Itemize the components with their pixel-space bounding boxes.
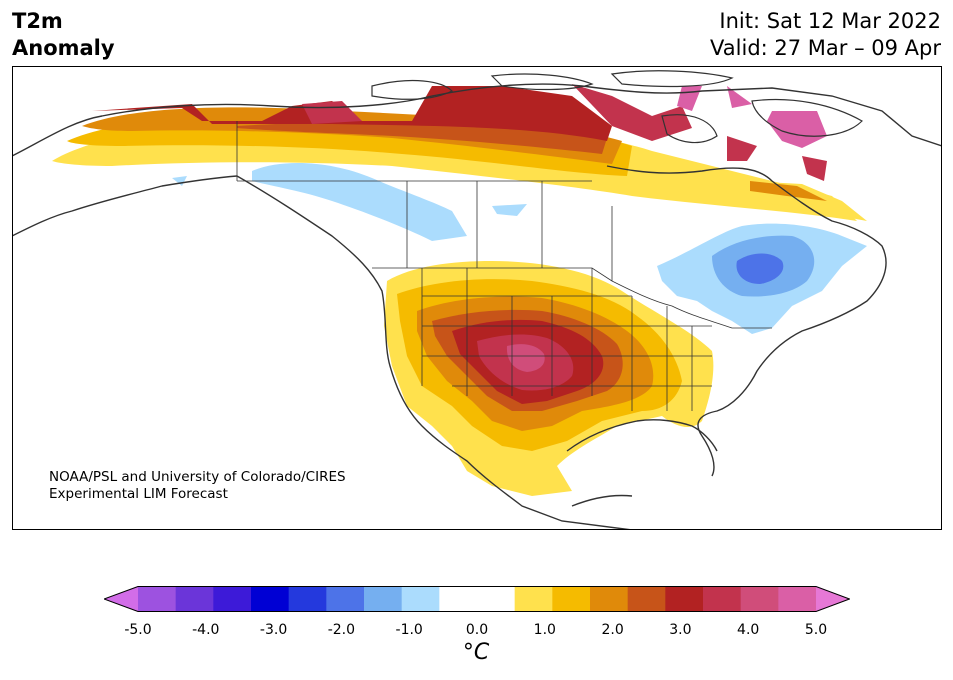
forecast-dates: Init: Sat 12 Mar 2022 Valid: 27 Mar – 09… — [710, 8, 941, 62]
arctic-islands — [371, 70, 863, 144]
colorbar — [104, 586, 850, 612]
colorbar-tick-label: 0.0 — [465, 622, 489, 638]
colorbar-tick-label: 1.0 — [533, 622, 556, 638]
colorbar-segment — [665, 586, 704, 612]
northern-canada-warm-band — [52, 84, 867, 221]
western-canada-cool-anomaly — [172, 162, 527, 241]
colorbar-ticks: -5.0 -4.0 -3.0 -2.0 -1.0 0.0 1.0 2.0 3.0 4.0 5.0 — [0, 622, 953, 642]
eastern-canada-cool-anomaly — [657, 223, 867, 334]
colorbar-segment — [288, 586, 327, 612]
borders — [236, 121, 772, 411]
map-title: T2m Anomaly — [12, 8, 115, 62]
colorbar-tick-label: -3.0 — [259, 622, 288, 638]
colorbar-tick-label: -1.0 — [395, 622, 423, 638]
colorbar-segment — [740, 586, 779, 612]
colorbar-tick-label: -4.0 — [192, 622, 220, 638]
colorbar-segment — [590, 586, 629, 612]
colorbar-extend-high — [816, 586, 850, 612]
colorbar-tick-label: -5.0 — [124, 622, 152, 638]
colorbar-segment — [138, 586, 177, 612]
coastlines — [12, 83, 942, 530]
colorbar-segment — [251, 586, 290, 612]
colorbar-segment — [477, 586, 516, 612]
anomaly-map — [12, 66, 942, 530]
title-line-1: T2m — [12, 9, 63, 33]
title-line-2: Anomaly — [12, 36, 115, 60]
colorbar-tick-label: 5.0 — [804, 622, 828, 638]
colorbar-outline — [104, 586, 850, 612]
colorbar-segment — [514, 586, 553, 612]
colorbar-segment — [703, 586, 742, 612]
colorbar-segment — [326, 586, 365, 612]
colorbar-tick-label: 4.0 — [737, 622, 760, 638]
colorbar-extend-low — [104, 586, 138, 612]
init-date: Init: Sat 12 Mar 2022 — [719, 9, 941, 33]
colorbar-segment — [175, 586, 214, 612]
colorbar-segment — [364, 586, 403, 612]
credit-text: NOAA/PSL and University of Colorado/CIRE… — [49, 469, 346, 503]
colorbar-segment — [778, 586, 817, 612]
colorbar-segment — [627, 586, 666, 612]
credit-line-1: NOAA/PSL and University of Colorado/CIRE… — [49, 469, 346, 485]
colorbar-unit: °C — [462, 640, 490, 665]
valid-date: Valid: 27 Mar – 09 Apr — [710, 36, 941, 60]
colorbar-tick-label: -2.0 — [327, 622, 356, 638]
colorbar-segment — [401, 586, 440, 612]
colorbar-segment — [552, 586, 591, 612]
colorbar-segment — [213, 586, 252, 612]
colorbar-tick-label: 3.0 — [669, 622, 692, 638]
colorbar-tick-label: 2.0 — [601, 622, 624, 638]
credit-line-2: Experimental LIM Forecast — [49, 486, 228, 502]
colorbar-segment — [439, 586, 478, 612]
